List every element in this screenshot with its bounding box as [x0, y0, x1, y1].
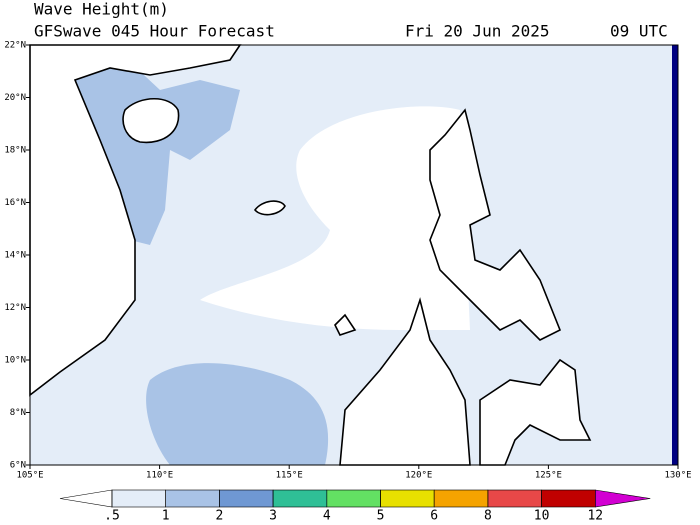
- subtitle: GFSwave 045 Hour Forecast: [34, 22, 275, 41]
- colorbar-label: 3: [269, 509, 277, 524]
- colorbar-box: [272, 489, 328, 508]
- x-tick-label: 110°E: [146, 471, 173, 481]
- x-tick-label: 130°E: [664, 471, 691, 481]
- title: Wave Height(m): [34, 0, 169, 19]
- colorbar-label: 6: [430, 509, 438, 524]
- colorbar-label: 1: [162, 509, 170, 524]
- wave-area: [146, 363, 329, 465]
- y-tick-label: 14°N: [4, 251, 26, 261]
- colorbar-box: [433, 489, 489, 508]
- hainan: [122, 98, 180, 144]
- mainland: [29, 44, 242, 397]
- wave-area: [55, 62, 240, 245]
- colorbar-label: 10: [534, 509, 550, 524]
- y-tick-label: 8°N: [10, 408, 26, 418]
- map: [29, 44, 679, 466]
- y-tick-label: 12°N: [4, 303, 26, 313]
- colorbar-label: 12: [587, 509, 603, 524]
- colorbar-label: 5: [377, 509, 385, 524]
- calm-area: [200, 106, 470, 330]
- x-tick-label: 125°E: [535, 471, 562, 481]
- y-tick-label: 20°N: [4, 93, 26, 103]
- y-tick-label: 6°N: [10, 461, 26, 471]
- x-tick-label: 120°E: [405, 471, 432, 481]
- colorbar-box: [487, 489, 542, 508]
- colorbar-box: [219, 489, 274, 508]
- edge-band: [672, 45, 678, 465]
- colorbar-box: [111, 489, 167, 508]
- date: Fri 20 Jun 2025: [405, 22, 550, 41]
- colorbar-triangle: [59, 489, 113, 508]
- y-tick-label: 18°N: [4, 146, 26, 156]
- x-tick-label: 115°E: [276, 471, 303, 481]
- colorbar-box: [541, 489, 596, 508]
- colorbar-label: .5: [104, 509, 120, 524]
- colorbar-triangle: [595, 489, 651, 508]
- luzon-visayas: [429, 108, 562, 341]
- x-tick-label: 105°E: [16, 471, 43, 481]
- colorbar-box: [380, 489, 435, 508]
- colorbar-label: 8: [484, 509, 492, 524]
- y-tick-label: 10°N: [4, 356, 26, 366]
- colorbar-label: 2: [215, 509, 223, 524]
- colorbar-box: [326, 489, 381, 508]
- colorbar-box: [165, 489, 220, 508]
- reef: [334, 313, 357, 336]
- island: [253, 200, 286, 216]
- y-tick-label: 16°N: [4, 198, 26, 208]
- colorbar-label: 4: [323, 509, 331, 524]
- borneo: [339, 297, 471, 466]
- y-tick-label: 22°N: [4, 41, 26, 51]
- time: 09 UTC: [610, 22, 668, 41]
